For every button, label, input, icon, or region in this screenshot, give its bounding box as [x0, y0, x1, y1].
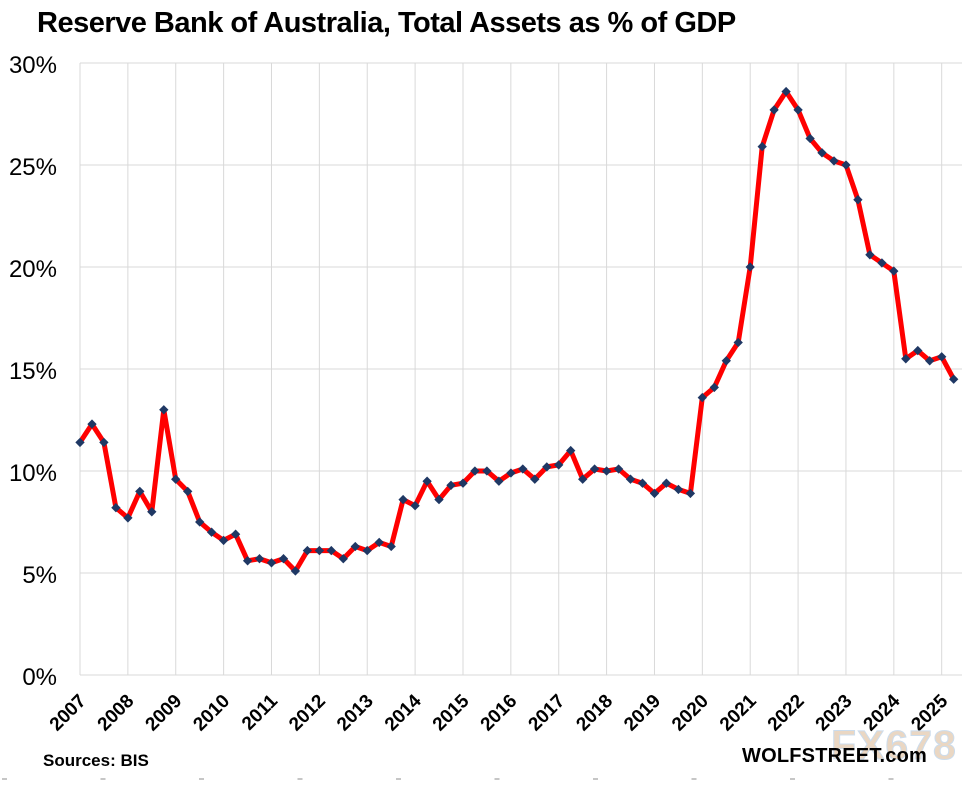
data-point-marker	[518, 464, 528, 474]
data-point-marker	[254, 554, 265, 564]
data-point-marker	[841, 160, 851, 170]
data-point-marker	[805, 133, 815, 144]
y-tick-label: 30%	[9, 52, 57, 79]
data-point-marker	[709, 382, 719, 393]
data-point-marker	[242, 556, 253, 566]
data-point-marker	[302, 545, 313, 556]
data-point-marker	[721, 356, 731, 366]
y-tick-label: 15%	[9, 358, 57, 385]
x-tick-label: 2021	[716, 690, 761, 735]
data-point-marker	[230, 529, 241, 539]
data-point-marker	[853, 195, 863, 205]
x-axis-labels: 2007 2008 2009 2010 2011 2012 2013 2014 2015 2016…	[46, 690, 953, 735]
data-point-marker	[601, 466, 612, 476]
gridlines	[79, 62, 962, 676]
data-point-marker	[338, 554, 348, 564]
data-point-marker	[733, 337, 743, 348]
data-point-marker	[206, 527, 217, 537]
data-point-marker	[159, 405, 169, 415]
data-point-marker	[877, 258, 887, 268]
x-tick-label: 2016	[477, 691, 522, 736]
y-tick-label: 20%	[9, 256, 57, 283]
data-point-marker	[865, 250, 875, 260]
data-point-marker	[901, 354, 911, 364]
data-point-marker	[326, 545, 336, 556]
data-point-marker	[817, 148, 827, 158]
data-point-marker	[123, 513, 133, 523]
x-tick-label: 2010	[189, 691, 234, 736]
data-point-marker	[290, 566, 301, 576]
y-tick-label: 0%	[22, 664, 57, 691]
x-tick-label: 2009	[142, 691, 187, 736]
data-point-marker	[937, 352, 947, 362]
x-tick-label: 2007	[46, 691, 91, 736]
data-point-marker	[949, 374, 959, 384]
data-point-marker	[589, 464, 600, 474]
data-point-marker	[625, 474, 636, 484]
data-point-marker	[566, 445, 576, 456]
x-tick-label: 2015	[429, 690, 474, 735]
data-point-marker	[649, 488, 660, 499]
data-point-marker	[195, 517, 205, 527]
data-point-marker	[386, 541, 396, 552]
data-line	[77, 89, 957, 574]
x-tick-label: 2019	[620, 691, 665, 736]
data-point-marker	[637, 478, 648, 488]
source-note: Sources: BIS	[43, 751, 149, 770]
x-tick-label: 2020	[668, 691, 713, 736]
data-point-marker	[781, 86, 791, 97]
data-point-marker	[685, 488, 696, 499]
data-point-marker	[745, 262, 755, 272]
x-tick-label: 2017	[525, 691, 570, 736]
x-tick-label: 2013	[333, 691, 378, 736]
y-tick-label: 25%	[9, 154, 57, 181]
data-point-marker	[350, 541, 360, 552]
data-point-marker	[278, 554, 289, 564]
data-point-marker	[793, 105, 803, 115]
chart-title: Reserve Bank of Australia, Total Assets …	[37, 7, 736, 39]
x-tick-label: 2022	[764, 691, 809, 736]
data-point-marker	[925, 356, 935, 366]
x-tick-label: 2012	[285, 691, 330, 736]
data-point-marker	[661, 478, 672, 488]
data-point-marker	[362, 545, 372, 556]
x-tick-label: 2008	[94, 691, 139, 736]
data-point-marker	[542, 462, 552, 472]
data-point-marker	[613, 464, 624, 474]
data-point-marker	[829, 156, 839, 166]
data-point-marker	[673, 484, 684, 495]
data-point-marker	[578, 474, 588, 484]
x-tick-label: 2011	[238, 690, 282, 734]
data-point-marker	[530, 474, 540, 484]
data-point-marker	[266, 558, 277, 568]
y-tick-label: 10%	[9, 460, 57, 487]
data-point-marker	[697, 392, 707, 403]
data-point-marker	[218, 535, 229, 546]
data-point-marker	[374, 537, 384, 548]
data-markers	[75, 86, 959, 576]
y-tick-label: 5%	[22, 562, 57, 589]
x-tick-label: 2014	[381, 690, 426, 735]
data-point-marker	[769, 105, 779, 115]
data-point-marker	[757, 141, 767, 152]
wolfstreet-watermark: WOLFSTREET.com	[742, 745, 928, 767]
data-point-marker	[554, 460, 564, 470]
data-point-marker	[314, 545, 325, 556]
bottom-tick-marks	[2, 778, 967, 780]
data-point-marker	[889, 266, 899, 276]
data-point-marker	[913, 345, 923, 356]
fx678-watermark: FX678	[831, 722, 957, 769]
x-tick-label: 2018	[572, 691, 617, 736]
y-axis-labels: 30% 25% 20% 15% 10% 5% 0%	[9, 52, 57, 691]
